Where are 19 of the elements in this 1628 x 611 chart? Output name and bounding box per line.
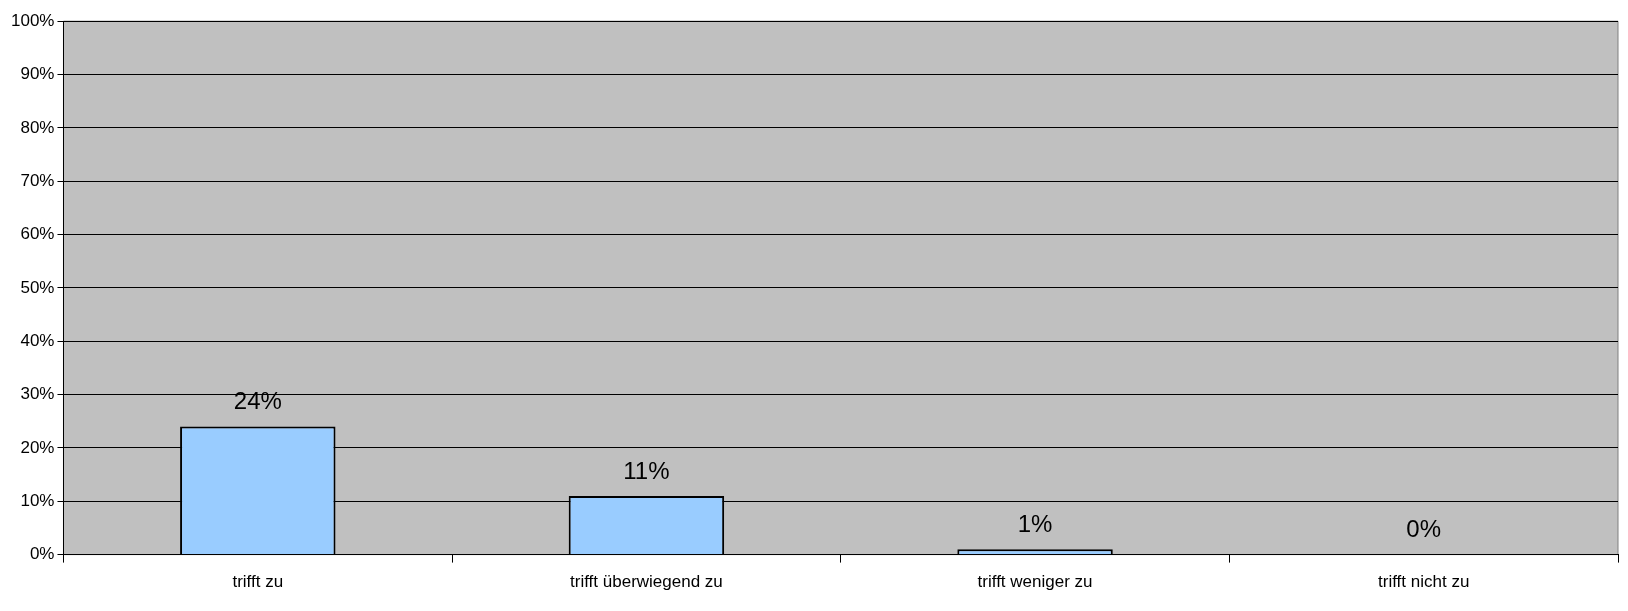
x-tick-label: trifft nicht zu [1378, 572, 1470, 592]
y-tick-label: 0% [29, 544, 55, 564]
y-tick-label: 90% [20, 64, 55, 84]
x-tick-label: trifft weniger zu [977, 572, 1093, 592]
y-tick-label: 50% [20, 277, 55, 297]
y-tick-label: 70% [20, 170, 55, 190]
data-label: 1% [1017, 509, 1053, 537]
data-label: 0% [1406, 515, 1442, 543]
y-tick-label: 10% [20, 490, 55, 510]
y-tick-label: 40% [20, 330, 55, 350]
x-tick-label: trifft überwiegend zu [570, 572, 723, 592]
data-label: 11% [623, 456, 670, 484]
y-tick-label: 30% [20, 384, 55, 404]
y-tick-label: 80% [20, 117, 55, 137]
y-tick-label: 60% [20, 224, 55, 244]
data-label: 24% [233, 387, 282, 415]
y-tick-label: 100% [11, 10, 55, 30]
y-tick-label: 20% [20, 437, 55, 457]
x-tick-label: trifft zu [232, 572, 284, 592]
